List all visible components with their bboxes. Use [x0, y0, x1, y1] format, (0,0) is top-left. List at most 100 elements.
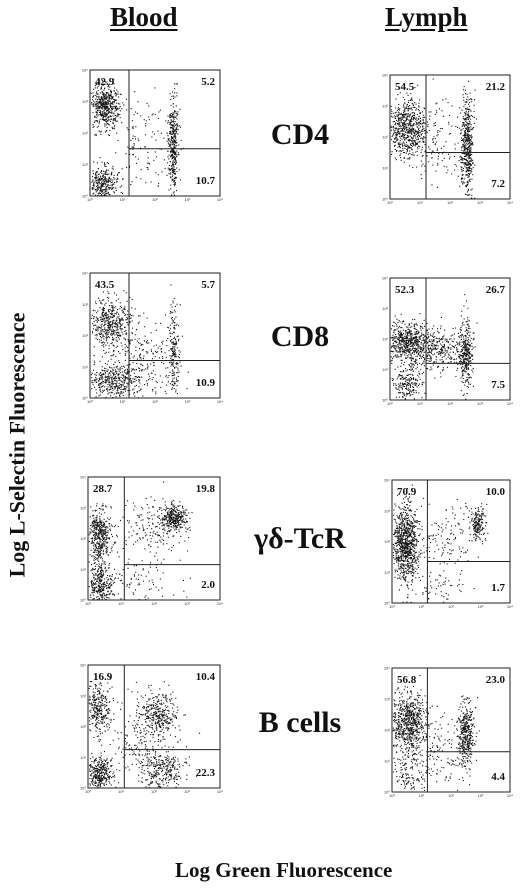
dot-c0 — [105, 320, 107, 322]
dot-c1 — [113, 367, 115, 369]
dot-c0 — [395, 107, 397, 109]
dot-c3 — [129, 165, 131, 167]
dot-c0 — [103, 103, 105, 105]
dot-c2 — [427, 354, 429, 356]
dot-c0 — [101, 323, 103, 325]
dot-c0 — [110, 334, 112, 336]
dot-c0 — [398, 145, 400, 147]
dot-c1 — [102, 385, 104, 387]
dot-c2 — [458, 160, 460, 162]
dot-c0 — [411, 336, 413, 338]
dot-c2 — [173, 172, 175, 174]
dot-c0 — [114, 323, 116, 325]
dot-c0 — [108, 100, 110, 102]
dot-c0 — [405, 341, 407, 343]
dot-c1 — [471, 194, 473, 196]
dot-c3 — [150, 181, 152, 183]
dot-c1 — [406, 374, 408, 376]
dot-c2 — [174, 339, 176, 341]
dot-c0 — [397, 138, 399, 140]
dot-c1 — [116, 373, 118, 375]
dot-c0 — [99, 307, 101, 309]
dot-c0 — [413, 154, 415, 156]
dot-c3 — [130, 108, 132, 110]
dot-c0 — [131, 307, 133, 309]
dot-c2 — [439, 359, 441, 361]
dot-c3 — [467, 319, 469, 321]
dot-c1 — [129, 380, 131, 382]
dot-c1 — [467, 164, 469, 166]
dot-c3 — [143, 312, 145, 314]
dot-c0 — [106, 337, 108, 339]
dot-c2 — [429, 347, 431, 349]
dot-c2 — [168, 154, 170, 156]
dot-c0 — [102, 113, 104, 115]
dot-c0 — [96, 104, 98, 106]
dot-c0 — [107, 107, 109, 109]
dot-c0 — [403, 116, 405, 118]
dot-c1 — [109, 388, 111, 390]
dot-c0 — [117, 108, 119, 110]
dot-c1 — [96, 180, 98, 182]
dot-c0 — [417, 340, 419, 342]
dot-c0 — [99, 84, 101, 86]
dot-c0 — [403, 127, 405, 129]
dot-c0 — [436, 141, 438, 143]
dot-c1 — [467, 115, 469, 117]
dot-c1 — [405, 376, 407, 378]
dot-c0 — [103, 94, 105, 96]
dot-c3 — [101, 374, 103, 376]
dot-c3 — [144, 146, 146, 148]
dot-c2 — [426, 131, 428, 133]
dot-c2 — [455, 327, 457, 329]
dot-c0 — [105, 92, 107, 94]
dot-c1 — [96, 171, 98, 173]
dot-c2 — [176, 363, 178, 365]
dot-c3 — [127, 317, 129, 319]
dot-c0 — [116, 294, 118, 296]
dot-c3 — [469, 335, 471, 337]
dot-c0 — [413, 117, 415, 119]
dot-c2 — [423, 360, 425, 362]
dot-c0 — [113, 309, 115, 311]
dot-c3 — [462, 394, 464, 396]
dot-c0 — [411, 326, 413, 328]
dot-c0 — [422, 118, 424, 120]
dot-c2 — [176, 171, 178, 173]
dot-c2 — [418, 373, 420, 375]
dot-c0 — [428, 351, 430, 353]
dot-c3 — [124, 359, 126, 361]
dot-c2 — [175, 123, 177, 125]
y-tick-label: 10¹ — [82, 162, 88, 167]
dot-c2 — [466, 351, 468, 353]
dot-c1 — [136, 391, 138, 393]
dot-c0 — [406, 118, 408, 120]
dot-c1 — [107, 390, 109, 392]
dot-c0 — [124, 314, 126, 316]
dot-c1 — [406, 379, 408, 381]
dot-c2 — [427, 336, 429, 338]
dot-c0 — [406, 118, 408, 120]
dot-c0 — [96, 112, 98, 114]
dot-c2 — [174, 344, 176, 346]
dot-c3 — [461, 325, 463, 327]
dot-c1 — [399, 385, 401, 387]
dot-c2 — [174, 328, 176, 330]
dot-c2 — [429, 351, 431, 353]
dot-c0 — [403, 346, 405, 348]
dot-c1 — [399, 396, 401, 398]
dot-c0 — [395, 345, 397, 347]
dot-c1 — [469, 109, 471, 111]
dot-c3 — [124, 339, 126, 341]
dot-c1 — [396, 378, 398, 380]
dot-c0 — [115, 107, 117, 109]
dot-c1 — [468, 155, 470, 157]
dot-c0 — [408, 351, 410, 353]
dot-c2 — [452, 334, 454, 336]
dot-c0 — [419, 140, 421, 142]
dot-c2 — [173, 121, 175, 123]
dot-c1 — [93, 369, 95, 371]
dot-c1 — [96, 189, 98, 191]
dot-c0 — [414, 141, 416, 143]
dot-c0 — [415, 335, 417, 337]
